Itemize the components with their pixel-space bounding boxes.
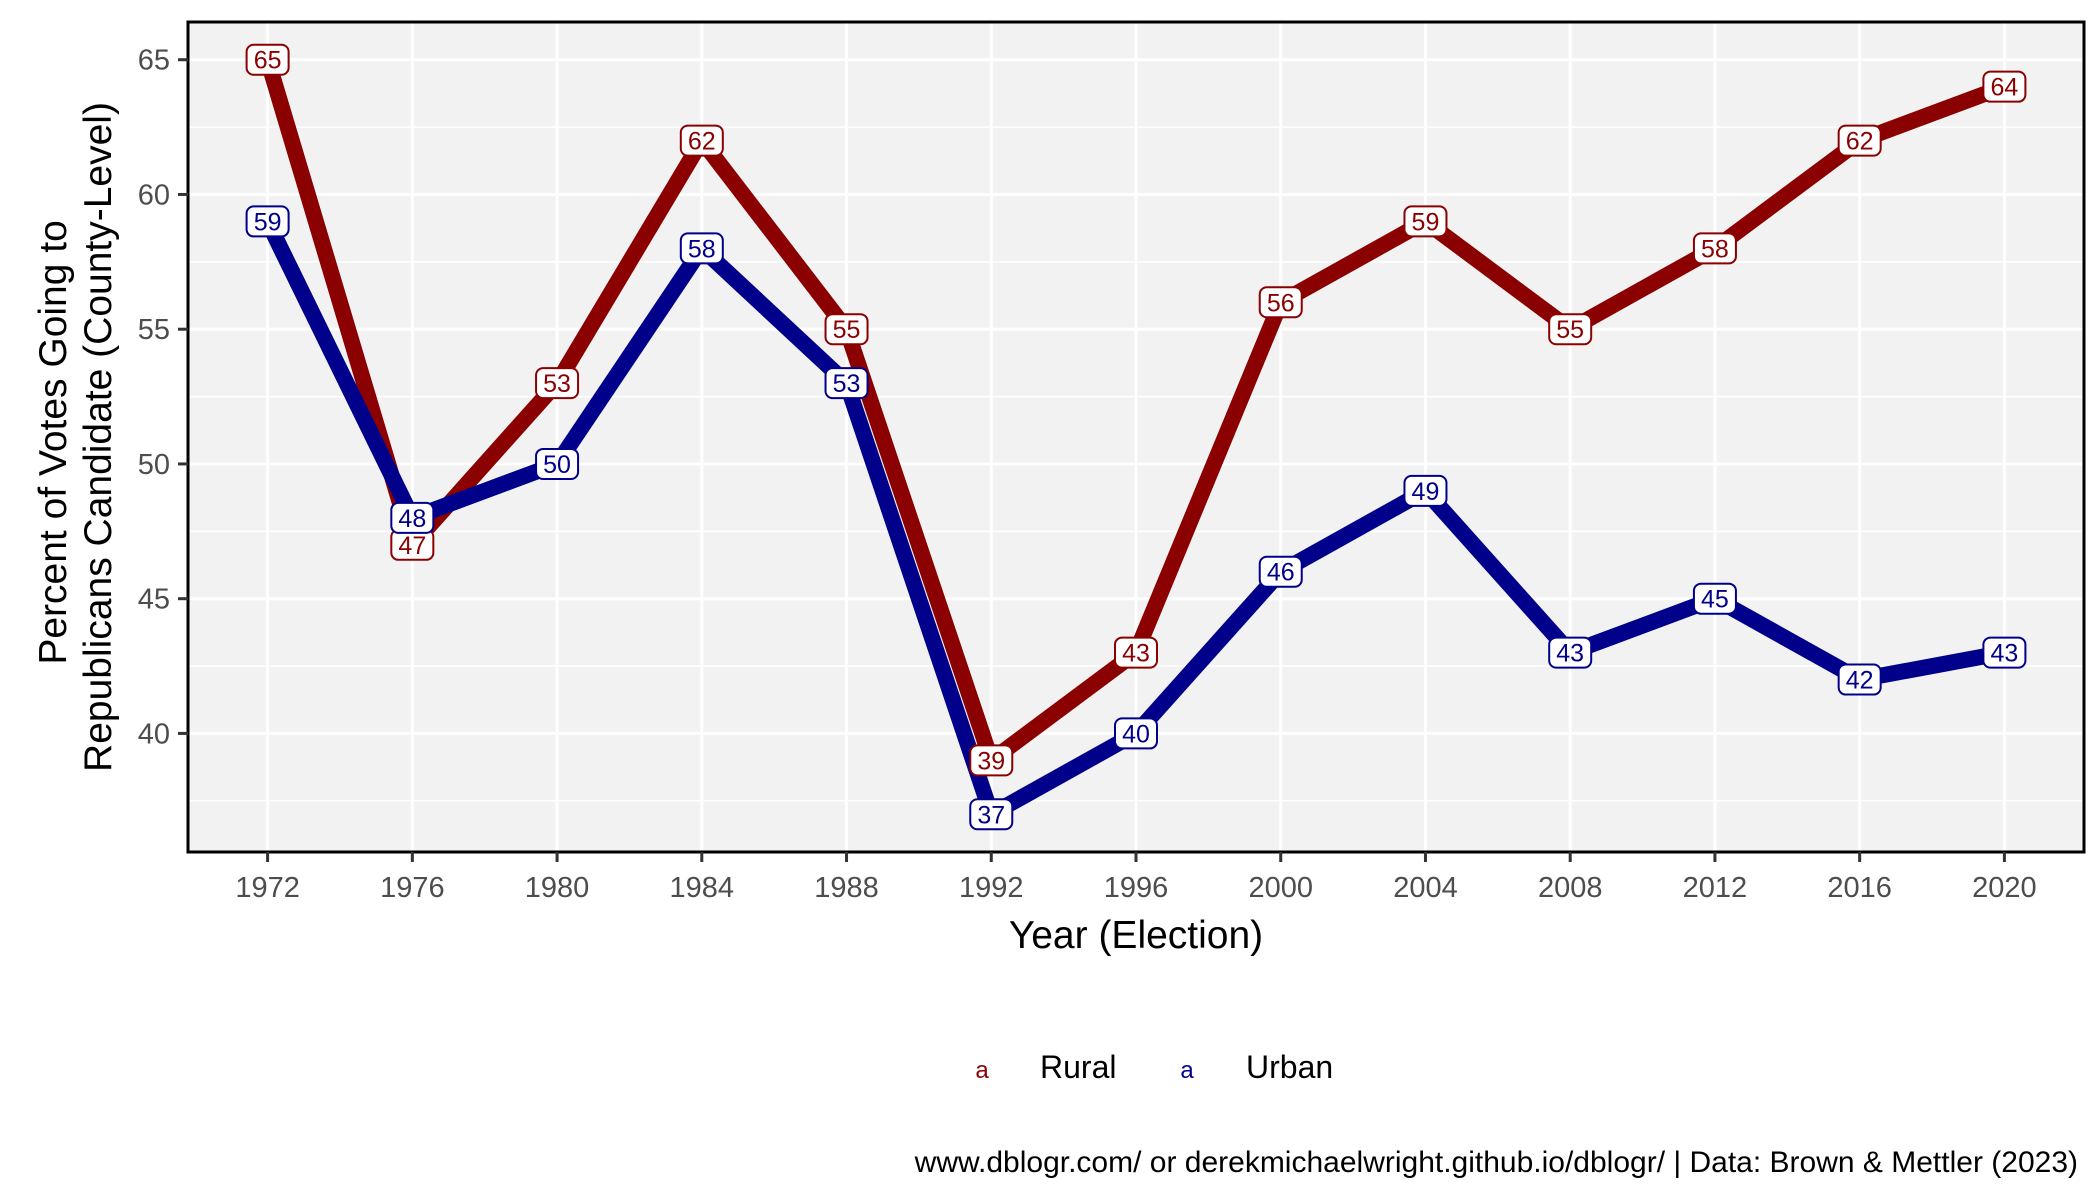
svg-text:43: 43 <box>1556 640 1584 668</box>
svg-text:42: 42 <box>1846 667 1874 695</box>
data-label-urban: 43 <box>1548 636 1593 669</box>
data-label-urban: 42 <box>1837 663 1882 696</box>
svg-text:39: 39 <box>977 747 1005 775</box>
y-tick-label: 50 <box>138 449 170 481</box>
data-label-rural: 55 <box>824 313 869 346</box>
svg-text:53: 53 <box>833 370 861 398</box>
y-axis-title-line-2: Republicans Candidate (County-Level) <box>77 102 120 772</box>
x-tick-label: 2000 <box>1248 872 1313 904</box>
svg-text:48: 48 <box>398 505 426 533</box>
data-label-rural: 39 <box>969 744 1014 777</box>
x-tick-label: 2012 <box>1683 872 1748 904</box>
data-label-urban: 40 <box>1114 717 1158 750</box>
legend-key-rural: a <box>975 1057 989 1084</box>
x-tick-label: 1980 <box>525 872 590 904</box>
data-label-rural: 58 <box>1692 232 1737 265</box>
data-label-rural: 62 <box>679 124 724 157</box>
y-axis-title: Percent of Votes Going to Republicans Ca… <box>32 102 120 772</box>
legend-label-urban: Urban <box>1246 1049 1333 1085</box>
x-tick-label: 2008 <box>1538 872 1603 904</box>
svg-text:49: 49 <box>1412 478 1440 506</box>
data-label-rural: 47 <box>390 528 435 561</box>
x-axis-title: Year (Election) <box>1009 914 1263 957</box>
caption: www.dblogr.com/ or derekmichaelwright.gi… <box>914 1146 2078 1179</box>
data-label-rural: 55 <box>1548 313 1593 346</box>
data-label-urban: 58 <box>679 232 724 265</box>
data-label-rural: 56 <box>1258 286 1303 319</box>
svg-text:53: 53 <box>543 370 571 398</box>
x-tick-label: 1992 <box>959 872 1024 904</box>
svg-text:56: 56 <box>1267 289 1295 317</box>
svg-text:55: 55 <box>1556 316 1584 344</box>
svg-text:37: 37 <box>977 801 1005 829</box>
data-label-urban: 45 <box>1692 582 1737 615</box>
svg-text:62: 62 <box>688 128 716 156</box>
data-label-urban: 50 <box>535 447 580 480</box>
svg-text:43: 43 <box>1122 640 1150 668</box>
x-tick-label: 2020 <box>1972 872 2037 904</box>
x-tick-label: 1988 <box>814 872 879 904</box>
data-label-rural: 59 <box>1403 205 1448 238</box>
svg-text:59: 59 <box>1412 208 1440 236</box>
svg-text:58: 58 <box>1701 235 1729 263</box>
data-label-urban: 46 <box>1258 555 1303 588</box>
x-tick-label: 2004 <box>1393 872 1458 904</box>
svg-text:55: 55 <box>833 316 861 344</box>
data-label-urban: 43 <box>1982 636 2027 669</box>
svg-text:40: 40 <box>1122 720 1150 748</box>
x-tick-label: 2016 <box>1827 872 1892 904</box>
y-tick-label: 45 <box>138 584 170 616</box>
data-label-urban: 48 <box>390 501 435 534</box>
data-label-urban: 49 <box>1403 474 1448 507</box>
legend-key-urban: a <box>1180 1057 1194 1084</box>
data-label-rural: 53 <box>535 367 580 400</box>
y-tick-label: 55 <box>138 314 170 346</box>
x-tick-label: 1976 <box>380 872 445 904</box>
legend: a Rural a Urban <box>975 1049 1333 1085</box>
x-axis-ticks: 1972 1976 1980 1984 1988 1992 1996 2000 2004 2008… <box>235 852 2037 904</box>
svg-text:43: 43 <box>1990 640 2018 668</box>
svg-text:45: 45 <box>1701 586 1729 614</box>
y-tick-label: 40 <box>138 718 170 750</box>
data-label-urban: 37 <box>969 798 1014 831</box>
svg-text:62: 62 <box>1846 128 1874 156</box>
data-label-urban: 53 <box>824 367 869 400</box>
svg-text:59: 59 <box>254 208 282 236</box>
data-label-rural: 64 <box>1982 70 2027 103</box>
y-tick-label: 65 <box>138 45 170 77</box>
legend-label-rural: Rural <box>1040 1049 1116 1085</box>
x-tick-label: 1972 <box>235 872 300 904</box>
data-label-urban: 59 <box>245 205 290 238</box>
svg-text:46: 46 <box>1267 559 1295 587</box>
point-labels: 65 47 53 62 55 39 43 56 59 55 58 62 64 59 48 50 58 53 37 40… <box>245 43 2027 831</box>
data-label-rural: 43 <box>1114 636 1158 669</box>
x-tick-label: 1984 <box>670 872 735 904</box>
svg-text:64: 64 <box>1990 74 2018 102</box>
y-axis-ticks: 40 45 50 55 60 65 <box>138 45 188 750</box>
data-label-rural: 65 <box>245 43 290 76</box>
y-axis-title-line-1: Percent of Votes Going to <box>32 220 75 664</box>
svg-text:65: 65 <box>254 47 282 75</box>
y-tick-label: 60 <box>138 179 170 211</box>
svg-text:47: 47 <box>398 532 426 560</box>
major-gridlines <box>188 22 2084 852</box>
data-label-rural: 62 <box>1837 124 1882 157</box>
svg-text:58: 58 <box>688 235 716 263</box>
x-tick-label: 1996 <box>1104 872 1169 904</box>
svg-text:50: 50 <box>543 451 571 479</box>
